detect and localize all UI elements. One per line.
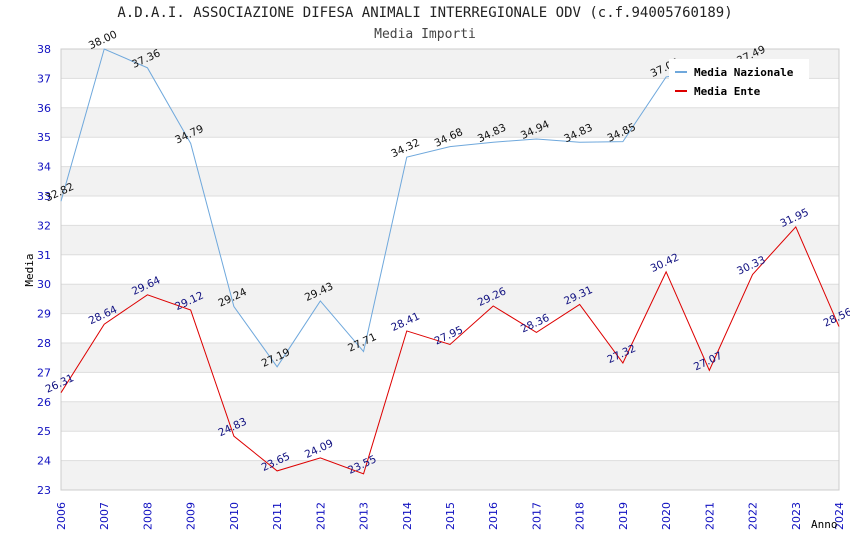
x-tick-label: 2013 (358, 502, 371, 530)
x-tick-label: 2007 (98, 502, 111, 530)
x-tick-label: 2008 (141, 502, 154, 530)
x-axis-label: Anno (811, 518, 838, 531)
x-tick-label: 2020 (660, 502, 673, 530)
grid-band (61, 401, 839, 432)
x-tick-label: 2019 (617, 502, 630, 530)
x-tick-label: 2021 (703, 502, 716, 530)
plot-frame (60, 48, 840, 491)
x-tick-label: 2024 (833, 502, 846, 530)
y-tick-label: 29 (37, 308, 51, 321)
grid-band (61, 107, 839, 138)
data-label: 30.33 (735, 254, 767, 278)
grid-band (61, 225, 839, 255)
grid-band (61, 343, 839, 373)
y-tick-label: 27 (37, 366, 51, 379)
y-tick-label: 34 (37, 161, 51, 174)
chart-title: A.D.A.I. ASSOCIAZIONE DIFESA ANIMALI INT… (117, 5, 733, 21)
grid-band (61, 284, 839, 314)
y-tick-label: 32 (37, 219, 51, 232)
y-tick-label: 26 (37, 396, 51, 409)
y-tick-label: 38 (37, 43, 51, 56)
x-tick-label: 2010 (228, 502, 241, 530)
y-tick-label: 28 (37, 337, 51, 350)
legend (669, 59, 809, 101)
x-tick-label: 2009 (185, 502, 198, 530)
y-tick-label: 33 (37, 190, 51, 203)
x-tick-label: 2018 (574, 502, 587, 530)
y-tick-label: 35 (37, 131, 51, 144)
x-tick-label: 2017 (530, 502, 543, 530)
chart-subtitle: Media Importi (374, 27, 476, 42)
y-tick-label: 36 (37, 102, 51, 115)
series-line-media-nazionale (60, 48, 753, 368)
y-axis-label: Media (23, 253, 36, 286)
x-tick-label: 2014 (401, 502, 414, 530)
y-tick-label: 37 (37, 72, 51, 85)
x-tick-label: 2011 (271, 502, 284, 530)
y-tick-label: 30 (37, 278, 51, 291)
x-tick-label: 2023 (790, 502, 803, 530)
x-tick-label: 2015 (444, 502, 457, 530)
y-tick-label: 25 (37, 425, 51, 438)
y-tick-label: 31 (37, 249, 51, 262)
x-tick-label: 2006 (55, 502, 68, 530)
y-tick-label: 24 (37, 455, 51, 468)
x-tick-label: 2016 (487, 502, 500, 530)
y-tick-label: 23 (37, 484, 51, 497)
x-tick-label: 2012 (314, 502, 327, 530)
series-line-media-ente (60, 225, 840, 475)
legend-label: Media Nazionale (694, 66, 794, 79)
legend-label: Media Ente (694, 85, 761, 98)
data-label: 32.82 (44, 181, 76, 205)
grid-band (61, 460, 839, 490)
data-label: 34.32 (389, 137, 421, 161)
x-tick-label: 2022 (747, 502, 760, 530)
data-label: 24.09 (303, 437, 335, 461)
grid-band (61, 166, 839, 196)
